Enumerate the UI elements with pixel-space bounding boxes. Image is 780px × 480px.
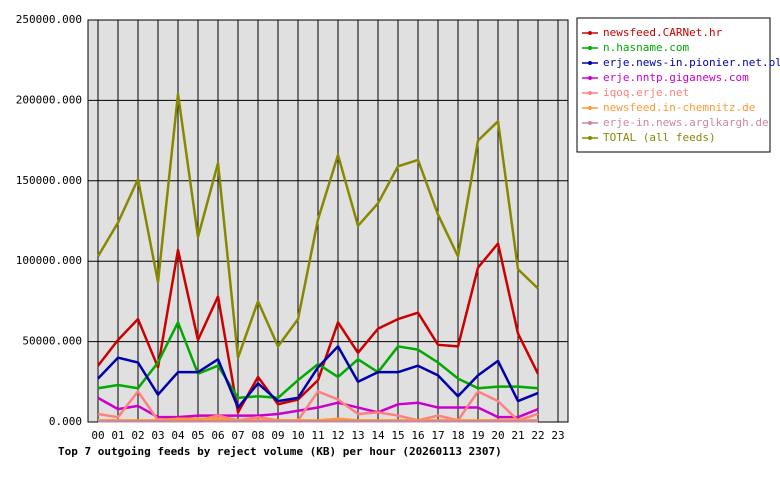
legend-dot [588,46,592,50]
x-tick-label: 23 [551,429,564,442]
x-tick-label: 21 [511,429,524,442]
x-tick-label: 14 [371,429,385,442]
x-tick-label: 20 [491,429,504,442]
legend-label: iqoq.erje.net [603,86,689,99]
x-tick-label: 17 [431,429,444,442]
legend-dot [588,106,592,110]
x-tick-label: 07 [231,429,244,442]
legend-dot [588,61,592,65]
x-tick-label: 04 [171,429,185,442]
x-tick-label: 11 [311,429,324,442]
legend-label: n.hasname.com [603,41,689,54]
x-tick-label: 10 [291,429,304,442]
series-line [96,92,539,359]
x-tick-label: 18 [451,429,464,442]
legend-dot [588,91,592,95]
legend-dot [588,121,592,125]
series-line [97,242,540,414]
legend [576,17,771,153]
y-tick-label: 100000.000 [16,254,82,267]
x-tick-label: 19 [471,429,484,442]
legend-label: newsfeed.CARNet.hr [603,26,723,39]
y-tick-label: 0.000 [49,415,82,428]
legend-label: TOTAL (all feeds) [603,131,716,144]
x-tick-label: 22 [531,429,544,442]
legend-dot [588,136,592,140]
x-tick-label: 05 [191,429,204,442]
series-line [97,396,539,419]
x-tick-label: 16 [411,429,424,442]
chart-title: Top 7 outgoing feeds by reject volume (K… [58,445,502,458]
x-tick-label: 15 [391,429,404,442]
legend-label: erje-in.news.arglkargh.de [603,116,769,129]
x-tick-label: 08 [251,429,264,442]
x-tick-label: 09 [271,429,284,442]
x-tick-label: 02 [131,429,144,442]
y-tick-label: 250000.000 [16,13,82,26]
legend-dot [588,76,592,80]
legend-label: newsfeed.in-chemnitz.de [603,101,755,114]
y-tick-label: 200000.000 [16,93,82,106]
legend-label: erje.news-in.pionier.net.pl [603,56,780,69]
x-tick-label: 06 [211,429,224,442]
legend-label: erje.nntp.giganews.com [603,71,749,84]
x-tick-label: 00 [91,429,104,442]
legend-dot [588,31,592,35]
x-tick-label: 12 [331,429,344,442]
series-line [97,321,539,400]
x-tick-label: 01 [111,429,124,442]
y-tick-label: 50000.000 [22,335,82,348]
x-tick-label: 03 [151,429,164,442]
series-line [97,345,539,409]
y-tick-label: 150000.000 [16,174,82,187]
x-tick-label: 13 [351,429,364,442]
